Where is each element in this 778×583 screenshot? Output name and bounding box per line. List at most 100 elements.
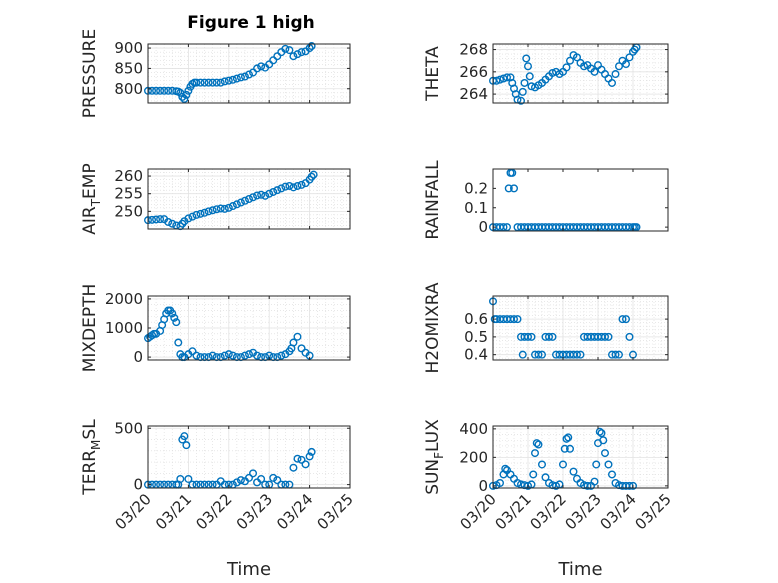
scatter-series [489, 297, 638, 359]
x-tick-label: 03/25 [314, 490, 357, 533]
data-point [569, 467, 578, 476]
data-point [148, 215, 157, 224]
data-point [629, 481, 638, 490]
data-point [305, 452, 314, 461]
data-point [236, 73, 245, 82]
data-point [249, 68, 258, 77]
y-tick-label: 0 [133, 348, 143, 366]
y-axis-label: PRESSURE [80, 29, 100, 118]
data-point [228, 351, 237, 360]
figure-title: Figure 1 high [187, 13, 315, 33]
y-tick-label: 850 [114, 59, 143, 77]
y-axis-label-main: TERR [80, 450, 100, 496]
data-point [496, 75, 505, 84]
data-point [240, 72, 249, 81]
data-point [297, 344, 306, 353]
data-point [281, 182, 290, 191]
subplot-1: 800 850 900 PRESSURE [80, 29, 351, 118]
data-point [168, 219, 177, 228]
data-point [244, 70, 253, 79]
y-tick-label: 255 [114, 185, 143, 203]
data-point [265, 189, 274, 198]
data-point [517, 96, 526, 105]
data-point [289, 183, 298, 192]
data-point [501, 464, 510, 473]
data-point [196, 78, 205, 87]
data-point [192, 78, 201, 87]
x-tick-label: 03/25 [632, 490, 675, 533]
y-axis-label-main: SUN [423, 459, 443, 495]
data-point [293, 50, 302, 59]
data-point [611, 70, 620, 79]
axes-background [148, 426, 350, 488]
data-point [541, 473, 550, 482]
data-point [232, 74, 241, 83]
data-point [590, 67, 599, 76]
axes-frame [492, 43, 669, 104]
data-point [604, 460, 613, 469]
data-point [249, 193, 258, 202]
data-point [532, 439, 541, 448]
data-point [208, 206, 217, 215]
y-axis-label: H2OMIXRA [423, 282, 443, 373]
data-point [253, 64, 262, 73]
x-tick-label: 03/20 [457, 490, 500, 533]
data-point [503, 73, 512, 82]
data-point [601, 332, 610, 341]
data-point [253, 191, 262, 200]
y-tick-label: 0.4 [464, 346, 488, 364]
data-point [285, 46, 294, 55]
data-point [518, 350, 527, 359]
data-point [285, 181, 294, 190]
data-point [277, 184, 286, 193]
data-point [527, 332, 536, 341]
data-point [504, 184, 513, 193]
data-point [244, 473, 253, 482]
scatter-series [143, 306, 314, 362]
data-point [307, 447, 316, 456]
data-point [156, 215, 165, 224]
data-point [192, 351, 201, 360]
y-tick-label: 0 [133, 476, 143, 494]
data-point [531, 449, 540, 458]
data-point [604, 332, 613, 341]
y-axis-label: TERRMSL [80, 419, 103, 496]
data-point [580, 62, 589, 71]
data-point [601, 449, 610, 458]
data-point [240, 196, 249, 205]
data-point [566, 444, 575, 453]
axes-frame [492, 295, 669, 361]
data-point [220, 204, 229, 213]
data-point [261, 191, 270, 200]
axes-background [148, 169, 350, 229]
data-point [293, 181, 302, 190]
data-point [160, 86, 169, 95]
data-point [236, 476, 245, 485]
data-point [184, 86, 193, 95]
data-point [188, 212, 197, 221]
y-axis-label-subscript: T [89, 198, 103, 207]
data-point [564, 433, 573, 442]
x-axis-label: Time [557, 559, 602, 580]
data-point [257, 190, 266, 199]
x-tick-label: 03/23 [233, 490, 276, 533]
data-point [164, 86, 173, 95]
data-point [576, 350, 585, 359]
data-point [220, 77, 229, 86]
data-point [289, 52, 298, 61]
data-point [224, 203, 233, 212]
x-tick-label: 03/21 [152, 490, 195, 533]
data-point [265, 60, 274, 69]
y-axis-label: SUNFLUX [423, 419, 446, 495]
data-point [503, 223, 512, 232]
data-point [289, 463, 298, 472]
x-tick-label: 03/20 [112, 490, 155, 533]
scatter-series [143, 42, 316, 103]
y-tick-label: 1000 [105, 319, 143, 337]
data-point [615, 62, 624, 71]
axes-background [493, 296, 668, 360]
y-axis-label-main: AIR [80, 206, 100, 235]
data-point [524, 62, 533, 71]
y-tick-label: 268 [459, 41, 488, 59]
